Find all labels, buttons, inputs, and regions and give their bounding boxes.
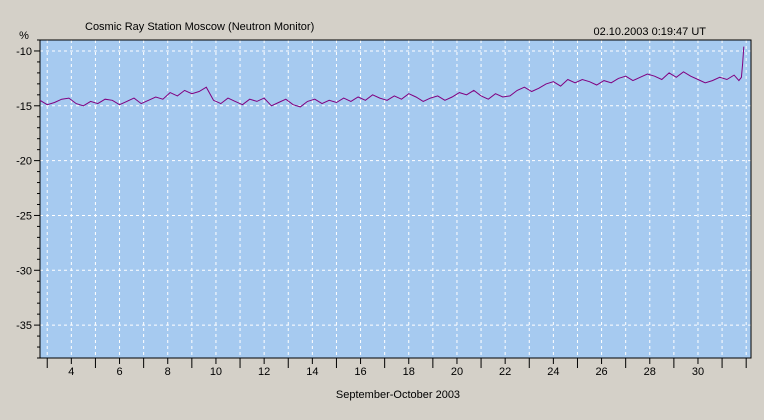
plot-border — [39, 39, 752, 359]
y-tick-label: -10 — [16, 46, 32, 58]
y-axis-label: % — [19, 30, 29, 42]
y-tick-label: -15 — [16, 101, 32, 113]
x-tick-label: 8 — [165, 366, 171, 378]
x-tick-label: 10 — [210, 366, 222, 378]
timestamp: 02.10.2003 0:19:47 UT — [593, 26, 706, 38]
x-tick-label: 20 — [451, 366, 463, 378]
x-tick-label: 30 — [692, 366, 704, 378]
y-tick-label: -30 — [16, 265, 32, 277]
tick-labels: 4 6 8 10 12 14 16 18 20 22 24 26 28 30 -10 -15 -20 -25 -30… — [16, 46, 704, 378]
axes — [39, 39, 752, 359]
ticks — [34, 39, 747, 368]
x-tick-label: 18 — [403, 366, 415, 378]
x-tick-label: 6 — [116, 366, 122, 378]
x-tick-label: 16 — [354, 366, 366, 378]
series — [39, 46, 745, 108]
x-tick-label: 12 — [258, 366, 270, 378]
y-tick-label: -25 — [16, 210, 32, 222]
series-line-neutron-monitor — [39, 46, 745, 108]
x-tick-label: 22 — [499, 366, 511, 378]
x-tick-label: 26 — [595, 366, 607, 378]
plot-area — [40, 40, 751, 358]
x-axis-label: September-October 2003 — [336, 389, 460, 401]
y-tick-label: -35 — [16, 320, 32, 332]
x-tick-label: 24 — [547, 366, 559, 378]
x-tick-label: 28 — [644, 366, 656, 378]
chart-title: Cosmic Ray Station Moscow (Neutron Monit… — [85, 21, 314, 33]
x-tick-label: 4 — [68, 366, 74, 378]
x-tick-label: 14 — [306, 366, 318, 378]
y-tick-label: -20 — [16, 156, 32, 168]
grid-lines — [40, 40, 751, 358]
